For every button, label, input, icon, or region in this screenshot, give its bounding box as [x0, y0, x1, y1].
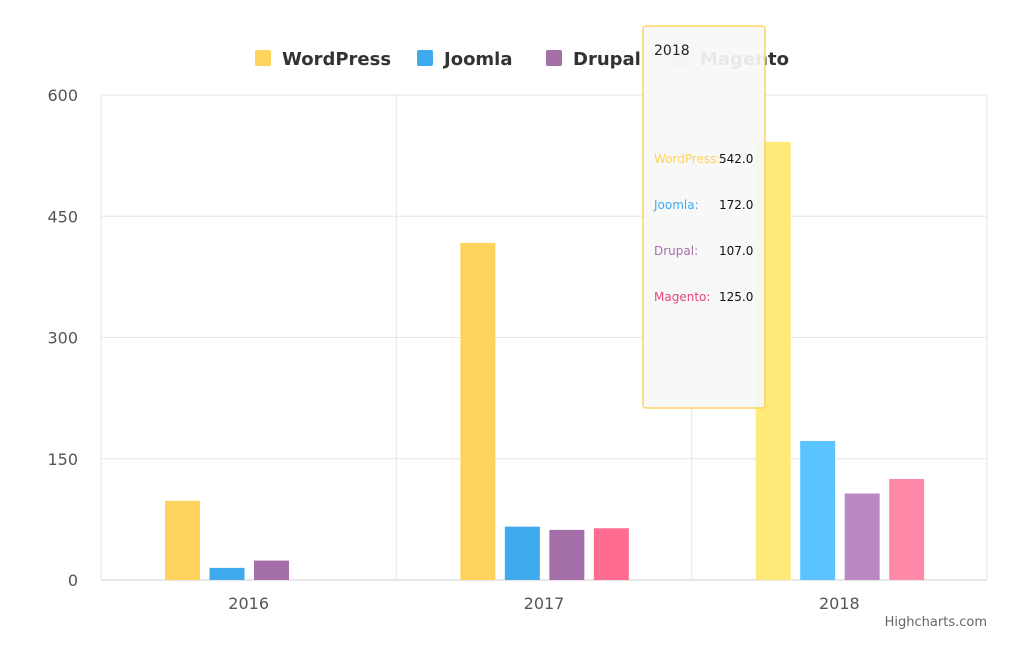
bar-drupal-2016[interactable]	[254, 560, 289, 580]
tooltip-row-name: Joomla:	[653, 198, 699, 212]
tooltip: 2018 WordPress:542.0 Joomla: 172.0 Drupal: 1…	[642, 25, 766, 409]
y-axis-ticks: 0 150 300 450 600	[47, 86, 78, 590]
tooltip-row-value: 172.0	[719, 198, 753, 212]
tooltip-row-name: WordPress:	[654, 152, 720, 166]
x-tick-label: 2017	[524, 594, 565, 613]
legend-label: Drupal	[573, 49, 641, 70]
legend-label: Joomla	[442, 49, 513, 70]
x-tick-label: 2016	[228, 594, 269, 613]
legend-item-wordpress[interactable]: WordPress	[255, 49, 391, 70]
bar-joomla-2017[interactable]	[504, 526, 540, 580]
legend-label: WordPress	[282, 49, 391, 70]
tooltip-title: 2018	[654, 43, 690, 59]
bars	[165, 141, 925, 581]
bar-joomla-2018[interactable]	[800, 440, 836, 580]
y-tick-label: 600	[47, 86, 78, 105]
legend-swatch	[546, 50, 562, 66]
tooltip-rows: WordPress:542.0 Joomla: 172.0 Drupal: 107.0 M…	[653, 152, 753, 304]
bar-wordpress-2016[interactable]	[165, 500, 200, 580]
bar-wordpress-2017[interactable]	[460, 242, 496, 581]
legend-swatch	[417, 50, 433, 66]
tooltip-row-name: Drupal:	[654, 244, 698, 258]
y-tick-label: 450	[47, 207, 78, 226]
legend-item-joomla[interactable]: Joomla	[417, 49, 513, 70]
legend-item-drupal[interactable]: Drupal	[546, 49, 641, 70]
credits-link[interactable]: Highcharts.com	[885, 615, 987, 630]
y-tick-label: 150	[47, 450, 78, 469]
x-axis-ticks: 2016 2017 2018	[228, 594, 859, 613]
bar-joomla-2016[interactable]	[209, 567, 245, 580]
tooltip-box	[642, 25, 766, 409]
y-tick-label: 0	[68, 571, 78, 590]
tooltip-row-value: 542.0	[719, 152, 753, 166]
tooltip-row-name: Magento:	[654, 290, 710, 304]
legend-swatch	[255, 50, 271, 66]
bar-magento-2017[interactable]	[593, 528, 629, 580]
bar-drupal-2018[interactable]	[844, 493, 880, 580]
x-tick-label: 2018	[819, 594, 860, 613]
y-tick-label: 300	[47, 329, 78, 348]
tooltip-row-value: 107.0	[719, 244, 753, 258]
bar-drupal-2017[interactable]	[549, 529, 585, 580]
bar-magento-2018[interactable]	[889, 478, 925, 580]
tooltip-row-value: 125.0	[719, 290, 753, 304]
